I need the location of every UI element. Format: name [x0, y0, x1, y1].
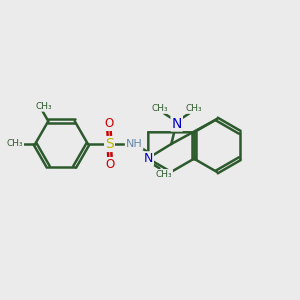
Text: O: O [106, 158, 115, 171]
Text: O: O [104, 117, 113, 130]
Text: CH₃: CH₃ [185, 104, 202, 113]
Text: CH₃: CH₃ [7, 140, 23, 148]
Text: CH₃: CH₃ [36, 102, 52, 111]
Text: CH₃: CH₃ [156, 170, 172, 179]
Text: CH₃: CH₃ [151, 104, 168, 113]
Text: N: N [144, 152, 153, 165]
Text: NH: NH [126, 139, 142, 149]
Text: S: S [105, 137, 114, 151]
Text: N: N [172, 117, 182, 130]
